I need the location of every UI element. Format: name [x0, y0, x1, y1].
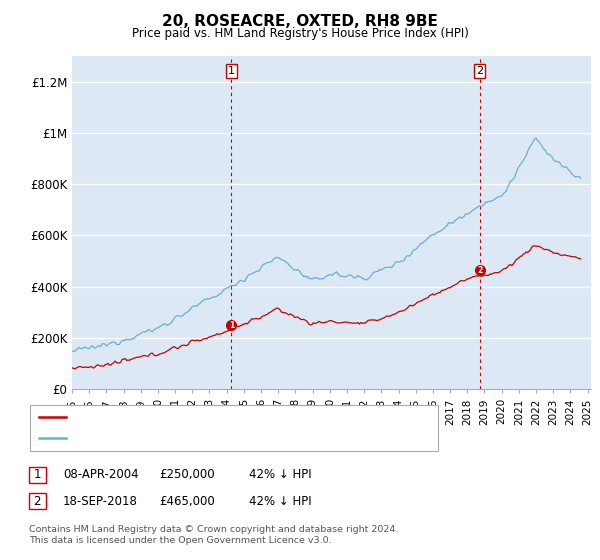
Text: £250,000: £250,000	[159, 468, 215, 482]
Text: 1: 1	[228, 66, 235, 76]
Text: Price paid vs. HM Land Registry's House Price Index (HPI): Price paid vs. HM Land Registry's House …	[131, 27, 469, 40]
Text: 1: 1	[229, 321, 234, 330]
Text: HPI: Average price, detached house, Tandridge: HPI: Average price, detached house, Tand…	[71, 433, 327, 444]
Text: 2: 2	[477, 265, 482, 274]
Text: 20, ROSEACRE, OXTED, RH8 9BE (detached house): 20, ROSEACRE, OXTED, RH8 9BE (detached h…	[71, 412, 349, 422]
Text: 08-APR-2004: 08-APR-2004	[63, 468, 139, 482]
Text: 20, ROSEACRE, OXTED, RH8 9BE: 20, ROSEACRE, OXTED, RH8 9BE	[162, 14, 438, 29]
Text: 42% ↓ HPI: 42% ↓ HPI	[249, 494, 311, 508]
Text: 1: 1	[34, 468, 41, 482]
Text: 18-SEP-2018: 18-SEP-2018	[63, 494, 138, 508]
Text: 2: 2	[34, 494, 41, 508]
Text: 2: 2	[476, 66, 483, 76]
Text: £465,000: £465,000	[159, 494, 215, 508]
Text: Contains HM Land Registry data © Crown copyright and database right 2024.
This d: Contains HM Land Registry data © Crown c…	[29, 525, 398, 545]
Text: 42% ↓ HPI: 42% ↓ HPI	[249, 468, 311, 482]
